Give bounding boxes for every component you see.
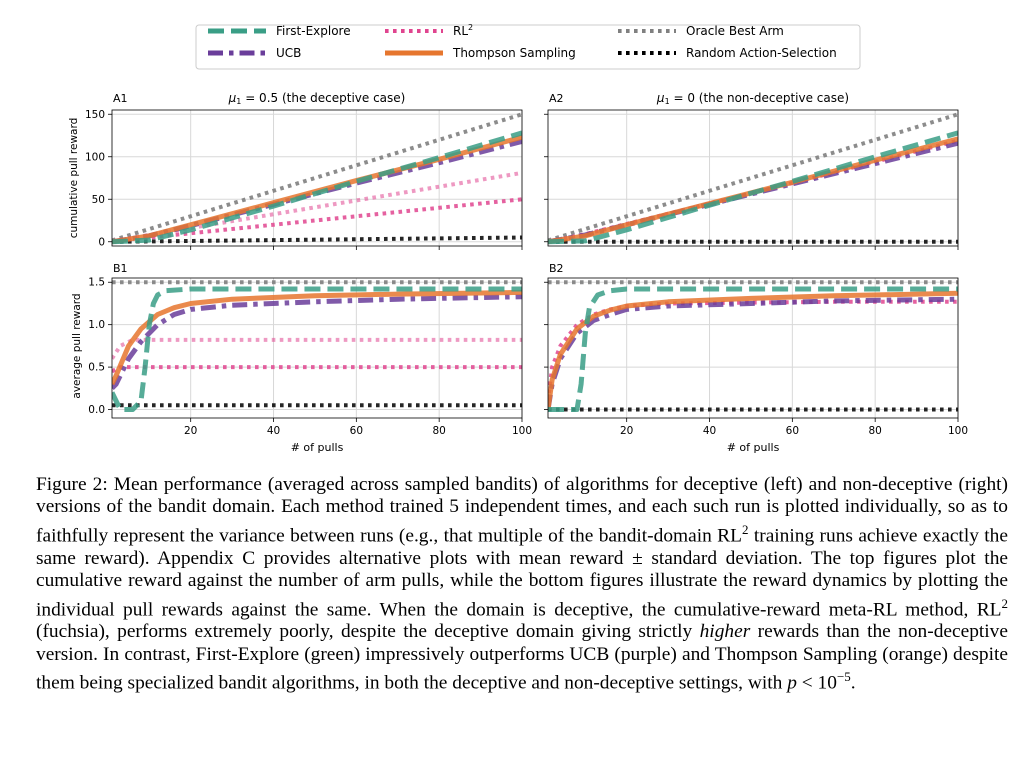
panel-b1-plot: 0.0 0.5 1.0 1.5 20 40 60 80 100 bbox=[88, 277, 532, 437]
series-line-first-explore bbox=[548, 286, 958, 412]
series-line-oracle-best-arm bbox=[112, 112, 522, 243]
panel-b2-plot: 20 40 60 80 100 bbox=[544, 277, 968, 437]
x-axis-label-b2: # of pulls bbox=[727, 441, 780, 454]
mu-subscript: 1 bbox=[665, 97, 670, 106]
legend-entry-first-explore: First-Explore bbox=[208, 24, 351, 38]
series-line-random-action-selection bbox=[112, 235, 522, 244]
series-line-ucb bbox=[112, 294, 522, 391]
plot-frame bbox=[111, 277, 523, 419]
caption-sup-2: 2 bbox=[1001, 595, 1009, 611]
y-tick-label: 100 bbox=[85, 151, 105, 163]
series-line-rl-run-a- bbox=[112, 337, 522, 360]
x-tick-label: 20 bbox=[184, 425, 197, 437]
series-line-first-explore bbox=[112, 130, 522, 245]
caption-exponent: −5 bbox=[836, 669, 851, 685]
series-line-thompson-sampling bbox=[548, 290, 958, 410]
x-tick-label: 40 bbox=[267, 425, 280, 437]
x-tick-label: 60 bbox=[786, 425, 799, 437]
legend-frame bbox=[195, 24, 861, 70]
x-tick-label: 40 bbox=[703, 425, 716, 437]
caption-part-1: Figure 2: Mean performance (averaged acr… bbox=[36, 474, 1008, 547]
mu-symbol: μ bbox=[656, 91, 665, 105]
plot-frame bbox=[111, 109, 523, 247]
panel-title-a1: μ1 = 0.5 (the deceptive case) bbox=[228, 91, 406, 106]
legend-entry-thompson-sampling: Thompson Sampling bbox=[385, 46, 576, 60]
series-group bbox=[112, 112, 522, 245]
y-axis-label-top: cumulative pull reward bbox=[68, 118, 80, 239]
legend-entry-ucb: UCB bbox=[208, 46, 301, 60]
legend-entry-random-action-selection: Random Action-Selection bbox=[618, 46, 837, 60]
series-line-thompson-sampling bbox=[112, 289, 522, 386]
x-tick-label: 80 bbox=[432, 425, 445, 437]
y-tick-label: 0.0 bbox=[88, 404, 105, 416]
panel-tag-a1: A1 bbox=[113, 92, 128, 105]
plot-frame bbox=[547, 109, 959, 247]
y-tick-label: 150 bbox=[85, 109, 105, 121]
panel-a1-plot: 0 50 100 150 bbox=[85, 109, 523, 250]
caption-inequality: < 10 bbox=[796, 672, 837, 694]
panel-tag-a2: A2 bbox=[549, 92, 564, 105]
legend-label-sup: 2 bbox=[468, 23, 473, 32]
y-tick-label: 1.0 bbox=[88, 319, 105, 331]
series-group bbox=[112, 280, 522, 412]
panel-title-a2: μ1 = 0 (the non-deceptive case) bbox=[656, 91, 849, 106]
caption-emphasis: higher bbox=[699, 621, 751, 643]
x-tick-label: 60 bbox=[350, 425, 363, 437]
title-rest: = 0.5 (the deceptive case) bbox=[241, 91, 405, 105]
x-tick-label: 20 bbox=[620, 425, 633, 437]
mu-symbol: μ bbox=[228, 91, 237, 105]
legend-label: Oracle Best Arm bbox=[686, 24, 784, 38]
legend-label: Thompson Sampling bbox=[452, 46, 576, 60]
y-tick-label: 50 bbox=[92, 194, 105, 206]
series-group bbox=[548, 112, 958, 245]
series-line-first-explore bbox=[112, 286, 522, 412]
caption-part-4: rewards than the non-deceptive version. … bbox=[36, 621, 1008, 694]
y-tick-label: 1.5 bbox=[88, 277, 105, 289]
y-tick-label: 0 bbox=[98, 236, 105, 248]
series-line-ucb bbox=[548, 296, 958, 410]
legend-label: UCB bbox=[276, 46, 301, 60]
series-line-thompson-sampling bbox=[112, 134, 522, 245]
series-line-first-explore bbox=[548, 130, 958, 245]
legend-entry-oracle-best-arm: Oracle Best Arm bbox=[618, 24, 784, 38]
series-line-rl- bbox=[548, 299, 958, 402]
series-line-oracle-best-arm bbox=[548, 112, 958, 243]
series-line-rl-run-a- bbox=[112, 170, 522, 244]
x-tick-label: 100 bbox=[512, 425, 532, 437]
legend-label: Random Action-Selection bbox=[686, 46, 837, 60]
figure-caption: Figure 2: Mean performance (averaged acr… bbox=[36, 474, 1008, 695]
panel-tag-b2: B2 bbox=[549, 262, 564, 275]
legend-label: First-Explore bbox=[276, 24, 351, 38]
caption-sup-1: 2 bbox=[741, 521, 749, 537]
caption-part-3: (fuchsia), performs extremely poorly, de… bbox=[36, 621, 700, 643]
title-rest: = 0 (the non-deceptive case) bbox=[670, 91, 849, 105]
panel-tag-b1: B1 bbox=[113, 262, 128, 275]
caption-end: . bbox=[850, 672, 856, 694]
caption-part-2: training runs achieve exactly the same r… bbox=[36, 525, 1008, 620]
series-group bbox=[548, 280, 958, 412]
y-tick-label: 0.5 bbox=[88, 362, 105, 374]
plot-frame bbox=[547, 277, 959, 419]
panel-a2-plot bbox=[544, 109, 959, 250]
x-tick-label: 100 bbox=[948, 425, 968, 437]
mu-subscript: 1 bbox=[236, 97, 241, 106]
caption-p-symbol: p bbox=[787, 672, 797, 694]
caption-text: Figure 2: Mean performance (averaged acr… bbox=[36, 474, 1008, 695]
y-axis-label-bottom: average pull reward bbox=[71, 293, 83, 398]
x-tick-label: 80 bbox=[868, 425, 881, 437]
x-axis-label-b1: # of pulls bbox=[291, 441, 344, 454]
series-line-rl-run-b- bbox=[112, 365, 522, 374]
